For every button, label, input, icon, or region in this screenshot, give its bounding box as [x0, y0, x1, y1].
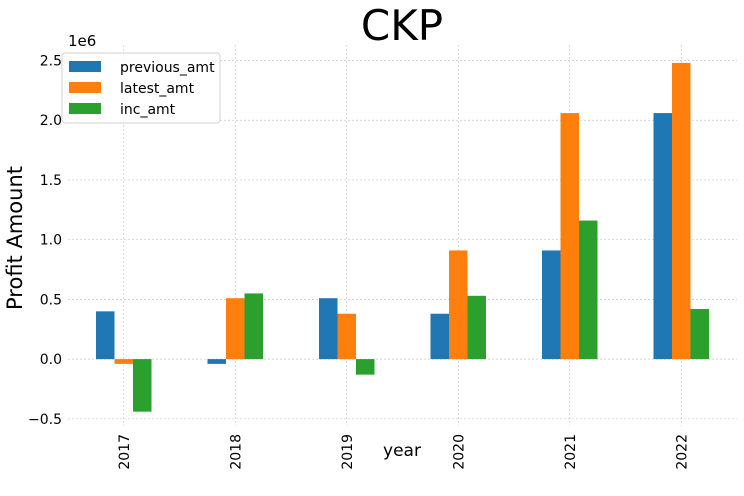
legend-swatch: [69, 61, 101, 72]
y-tick-label: 0.0: [40, 352, 62, 368]
chart-title: CKP: [361, 1, 443, 50]
y-tick-label: 1.5: [40, 173, 62, 189]
y-axis-label: Profit Amount: [3, 166, 27, 310]
bar-inc_amt: [133, 359, 152, 412]
bar-previous_amt: [319, 298, 338, 360]
bar-previous_amt: [430, 313, 449, 360]
bars: [96, 62, 709, 412]
legend-label: latest_amt: [120, 81, 195, 97]
bar-inc_amt: [356, 359, 375, 375]
y-tick-label: 2.5: [40, 54, 62, 70]
legend-label: inc_amt: [120, 102, 176, 118]
x-tick-label: 2022: [674, 434, 690, 470]
bar-previous_amt: [207, 359, 226, 364]
x-axis-label: year: [383, 441, 421, 461]
legend-box: [61, 52, 221, 124]
x-tick-label: 2017: [117, 434, 133, 470]
x-tick-label: 2018: [228, 434, 244, 470]
y-tick-label: 0.5: [40, 292, 62, 308]
bar-inc_amt: [244, 293, 263, 360]
y-tick-label: 1.0: [40, 233, 62, 249]
legend-label: previous_amt: [120, 60, 215, 76]
bar-inc_amt: [690, 308, 709, 360]
legend: previous_amt latest_amt inc_amt: [61, 52, 221, 124]
bar-previous_amt: [653, 113, 672, 360]
bar-previous_amt: [542, 250, 561, 360]
bar-inc_amt: [579, 220, 598, 360]
legend-swatch: [69, 82, 101, 93]
x-tick-label: 2021: [563, 434, 579, 470]
bar-latest_amt: [337, 313, 356, 360]
bar-previous_amt: [96, 311, 115, 360]
legend-swatch: [69, 103, 101, 114]
bar-latest_amt: [672, 62, 691, 360]
bar-latest_amt: [560, 113, 579, 360]
bar-latest_amt: [226, 298, 245, 360]
bar-inc_amt: [467, 295, 486, 360]
y-axis-offset-label: 1e6: [68, 32, 96, 50]
bar-latest_amt: [449, 250, 468, 360]
y-tick-label: −0.5: [28, 412, 62, 428]
y-tick-label: 2.0: [40, 113, 62, 129]
axes: −0.5 0.0 0.5 1.0 1.5 2.0 2.5 2017 2018 2019 2020 20…: [28, 54, 690, 470]
x-tick-label: 2019: [340, 434, 356, 470]
x-tick-label: 2020: [451, 434, 467, 470]
bar-latest_amt: [114, 359, 133, 364]
